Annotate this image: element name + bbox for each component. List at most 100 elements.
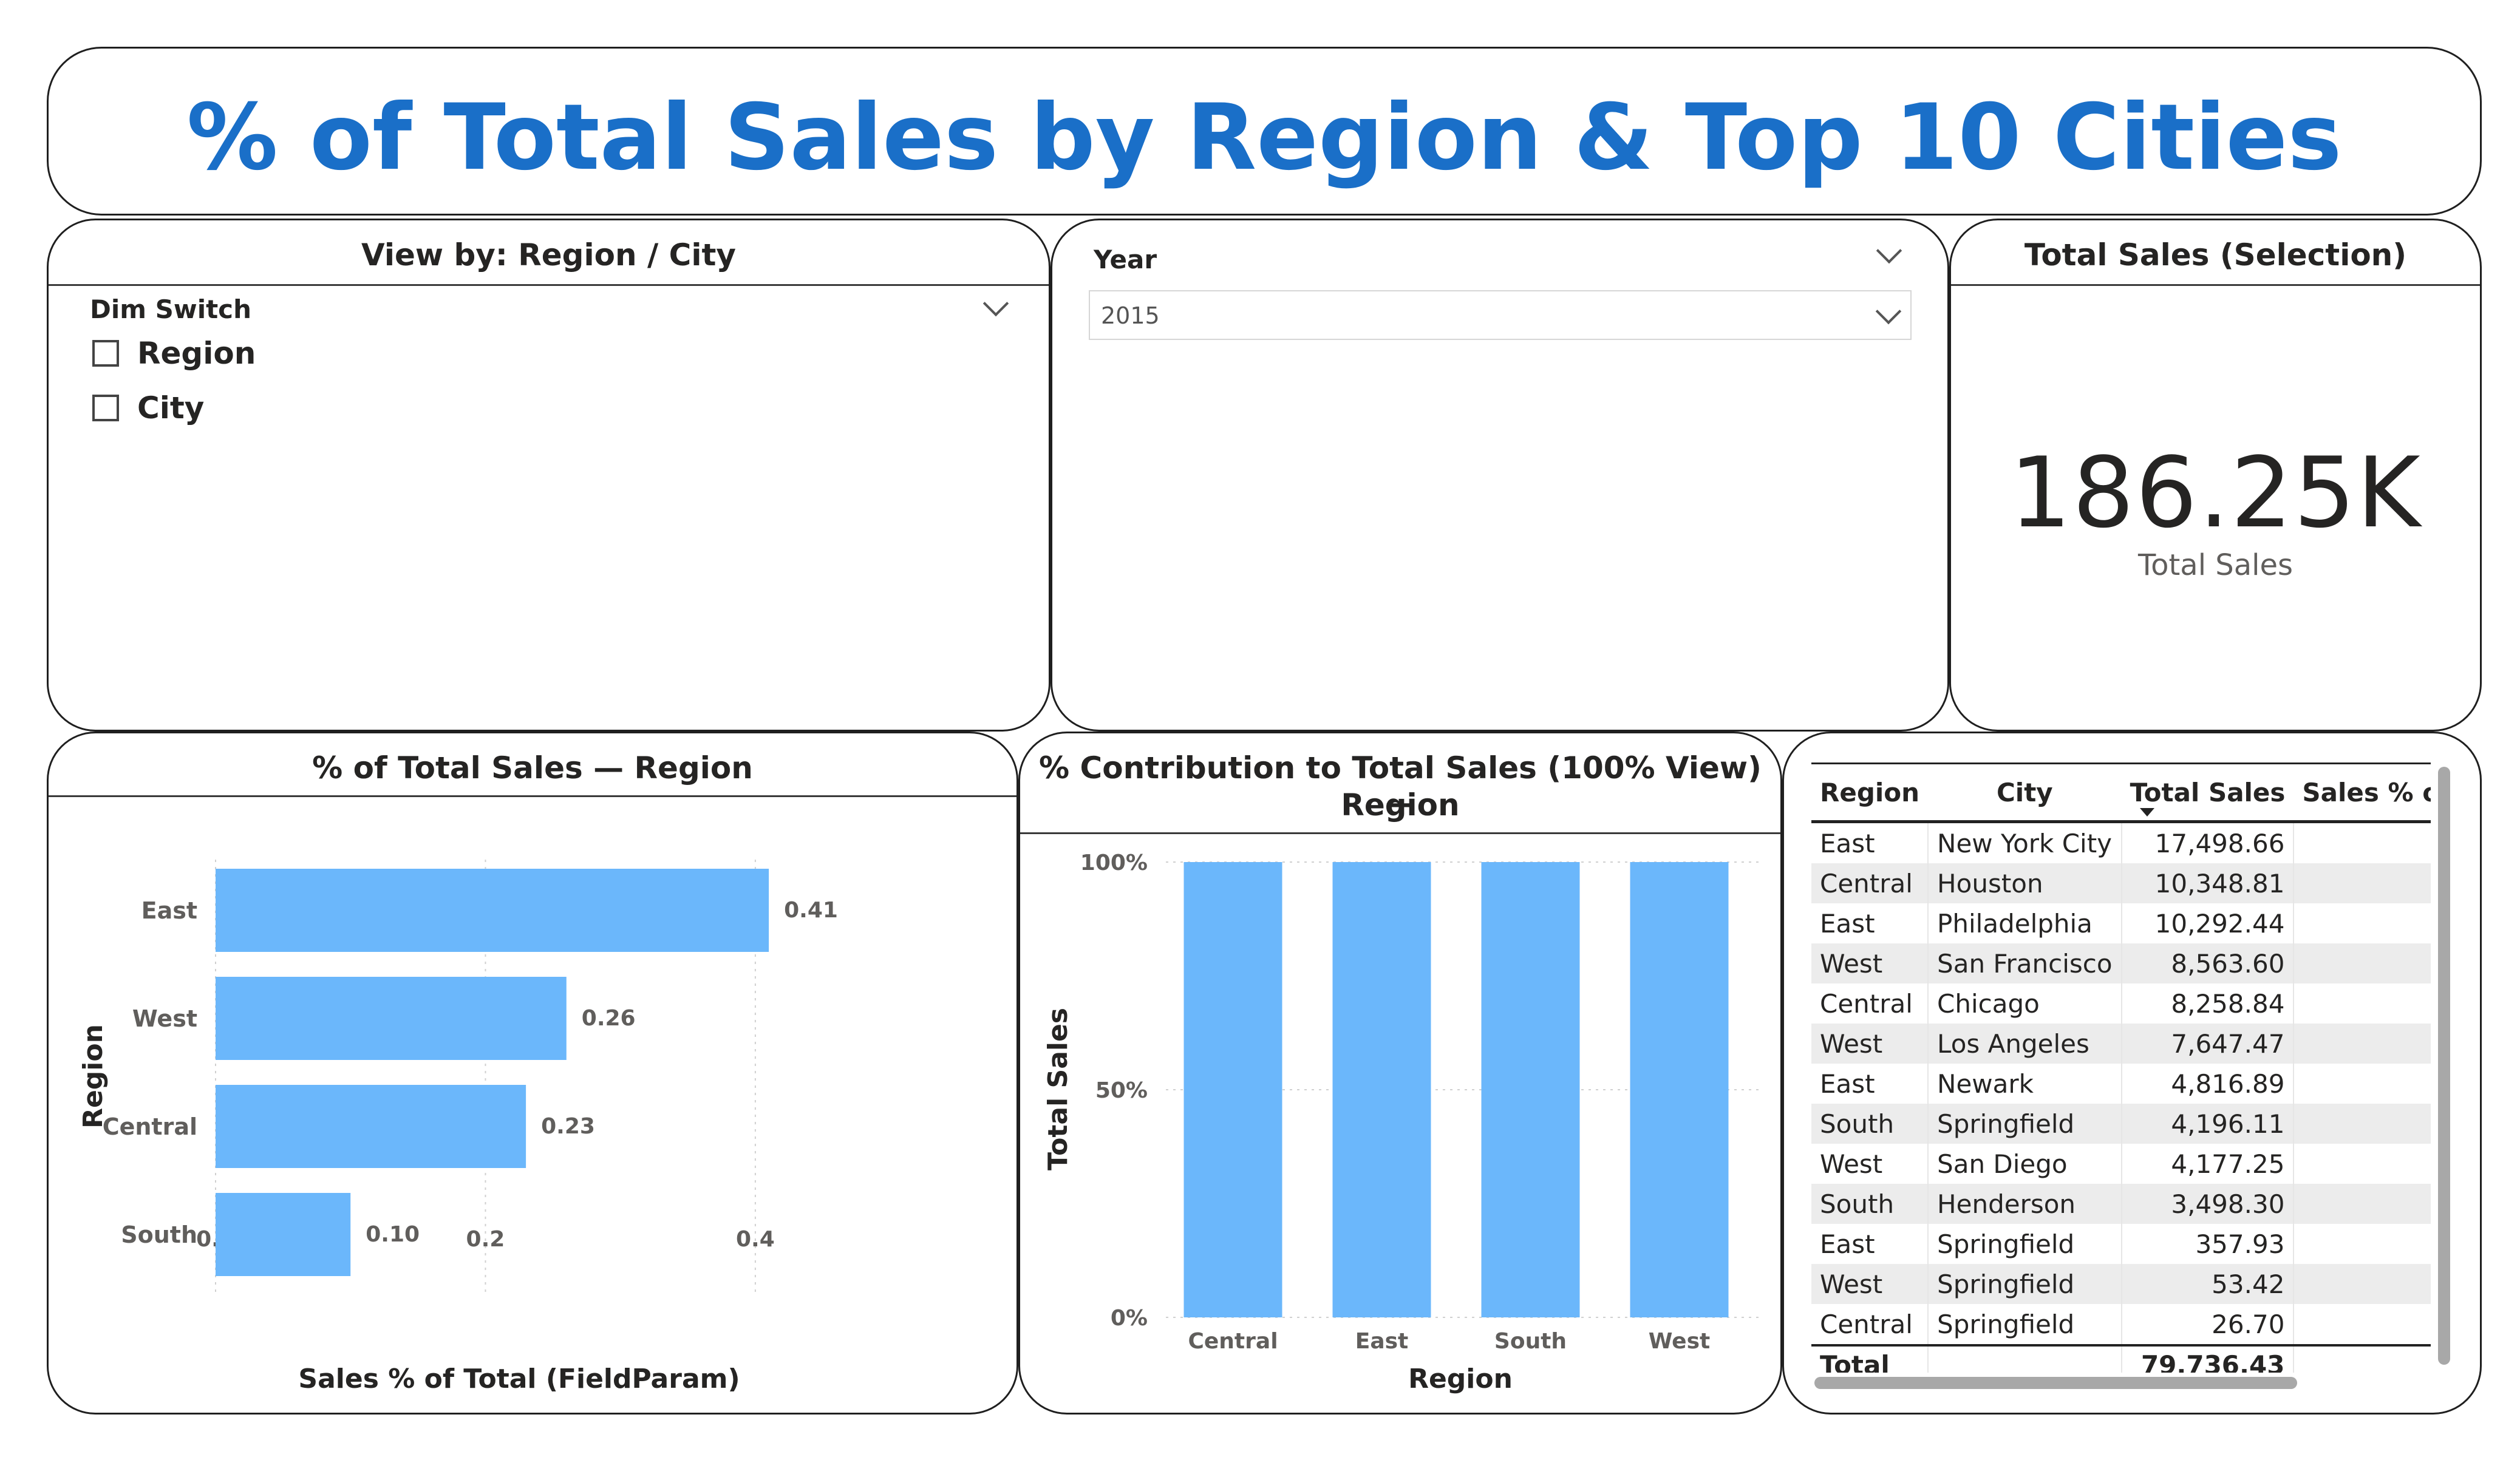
cell-city: Philadelphia [1928,903,2122,943]
vertical-scrollbar[interactable] [2438,767,2450,1365]
dim-switch-label: Dim Switch [90,294,251,324]
bar-chart-title: % of Total Sales — Region [312,750,753,786]
table-row[interactable]: East Philadelphia 10,292.44 [1811,903,2431,943]
x-tick-label: Central [1188,1329,1278,1354]
table-viewport: Region City Total Sales Sales % of Tota … [1811,762,2431,1373]
cell-sales-pct [2294,1184,2431,1224]
checkbox-city[interactable] [92,395,119,421]
cell-total-sales: 4,196.11 [2121,1104,2295,1144]
year-dropdown[interactable]: 2015 [1089,290,1912,340]
cell-sales-pct [2294,821,2431,863]
col-header-sales-pct[interactable]: Sales % of Tota [2294,762,2431,823]
cell-sales-pct [2294,1144,2431,1184]
title-card: % of Total Sales by Region & Top 10 Citi… [47,47,2482,216]
cell-total-sales: 53.42 [2121,1264,2295,1304]
x-axis-title: Sales % of Total (FieldParam) [298,1364,740,1394]
y-tick-label: 100% [1080,851,1148,875]
table-row[interactable]: South Henderson 3,498.30 [1811,1184,2431,1224]
y-tick-label: South [121,1221,197,1248]
table-row[interactable]: South Springfield 4,196.11 [1811,1104,2431,1144]
bar-chart: 0.00.20.4East0.41West0.26Central0.23Sout… [78,860,838,1394]
data-label: 0.23 [541,1114,595,1139]
chevron-down-icon[interactable] [1876,237,1902,264]
y-tick-label: 0% [1111,1306,1148,1331]
data-label: 0.26 [582,1006,636,1031]
cell-sales-pct [2294,1264,2431,1304]
table-row[interactable]: West San Francisco 8,563.60 [1811,943,2431,983]
year-label: Year [1094,245,1157,274]
cell-region: East [1811,1224,1929,1264]
kpi-card: Total Sales (Selection) 186.25K Total Sa… [1949,219,2482,732]
bar-central [1183,862,1282,1317]
cell-city: New York City [1928,821,2122,863]
cell-city: Los Angeles [1928,1024,2122,1064]
total-sales-value: 79,736.43 [2121,1344,2295,1373]
option-region[interactable]: Region [92,336,256,371]
cell-sales-pct [2294,1104,2431,1144]
sort-desc-icon [2139,808,2154,817]
horizontal-scrollbar[interactable] [1814,1377,2297,1389]
table-row[interactable]: East New York City 17,498.66 [1811,821,2431,863]
cell-total-sales: 4,816.89 [2121,1064,2295,1104]
cell-region: South [1811,1184,1929,1224]
chevron-down-icon[interactable] [982,290,1009,317]
column-chart-card: % Contribution to Total Sales (100% View… [1018,732,1782,1415]
total-pct [2294,1344,2431,1373]
table-row[interactable]: Central Houston 10,348.81 [1811,863,2431,903]
divider [49,284,1049,286]
bar-east [216,869,769,952]
option-city[interactable]: City [92,390,204,426]
table-row[interactable]: West San Diego 4,177.25 [1811,1144,2431,1184]
cell-region: West [1811,1264,1929,1304]
x-axis-title: Region [1408,1364,1513,1394]
cell-city: Springfield [1928,1104,2122,1144]
cell-total-sales: 357.93 [2121,1224,2295,1264]
bar-west [1630,862,1729,1317]
cell-region: Central [1811,983,1929,1024]
data-label: 0.10 [366,1222,420,1247]
y-tick-label: 50% [1095,1078,1148,1103]
col-header-total-sales[interactable]: Total Sales [2121,762,2294,823]
col-header-region[interactable]: Region [1811,762,1929,823]
cell-sales-pct [2294,863,2431,903]
cell-sales-pct [2294,1224,2431,1264]
cell-region: East [1811,1064,1929,1104]
cell-city: Henderson [1928,1184,2122,1224]
dim-card-title: View by: Region / City [361,237,736,273]
table-row[interactable]: Central Chicago 8,258.84 [1811,983,2431,1024]
x-tick-label: West [1649,1329,1710,1354]
table-row[interactable]: West Springfield 53.42 [1811,1264,2431,1304]
cell-total-sales: 8,258.84 [2121,983,2295,1024]
table-header-row: Region City Total Sales Sales % of Tota [1811,762,2431,823]
y-tick-label: West [132,1005,197,1032]
cell-total-sales: 26.70 [2121,1304,2295,1345]
cell-city: San Francisco [1928,943,2122,983]
table-row[interactable]: West Los Angeles 7,647.47 [1811,1024,2431,1064]
bar-central [216,1085,526,1168]
column-chart: 0% 50% 100% Central East South West Region Total… [1043,851,1761,1394]
checkbox-region[interactable] [92,340,119,367]
table-row[interactable]: Central Springfield 26.70 [1811,1304,2431,1345]
table-row[interactable]: East Springfield 357.93 [1811,1224,2431,1264]
cell-sales-pct [2294,903,2431,943]
y-tick-label: Central [103,1113,197,1140]
total-label: Total [1811,1344,1929,1373]
y-axis-title: Region [78,1024,109,1129]
cell-city: Houston [1928,863,2122,903]
cell-region: West [1811,943,1929,983]
cell-total-sales: 17,498.66 [2121,821,2295,863]
cell-city: Springfield [1928,1304,2122,1345]
kpi-label: Total Sales [2137,548,2294,582]
cell-total-sales: 10,348.81 [2121,863,2295,903]
table-card: Region City Total Sales Sales % of Tota … [1782,732,2482,1415]
table-row[interactable]: East Newark 4,816.89 [1811,1064,2431,1104]
col-header-city[interactable]: City [1928,762,2122,823]
data-label: 0.41 [784,898,838,923]
cell-sales-pct [2294,1304,2431,1345]
cell-region: East [1811,821,1929,863]
year-selected-value: 2015 [1101,302,1160,329]
cell-total-sales: 3,498.30 [2121,1184,2295,1224]
chevron-down-icon[interactable] [1875,298,1902,325]
y-tick-label: East [141,897,197,924]
x-tick-label: South [1494,1329,1567,1354]
